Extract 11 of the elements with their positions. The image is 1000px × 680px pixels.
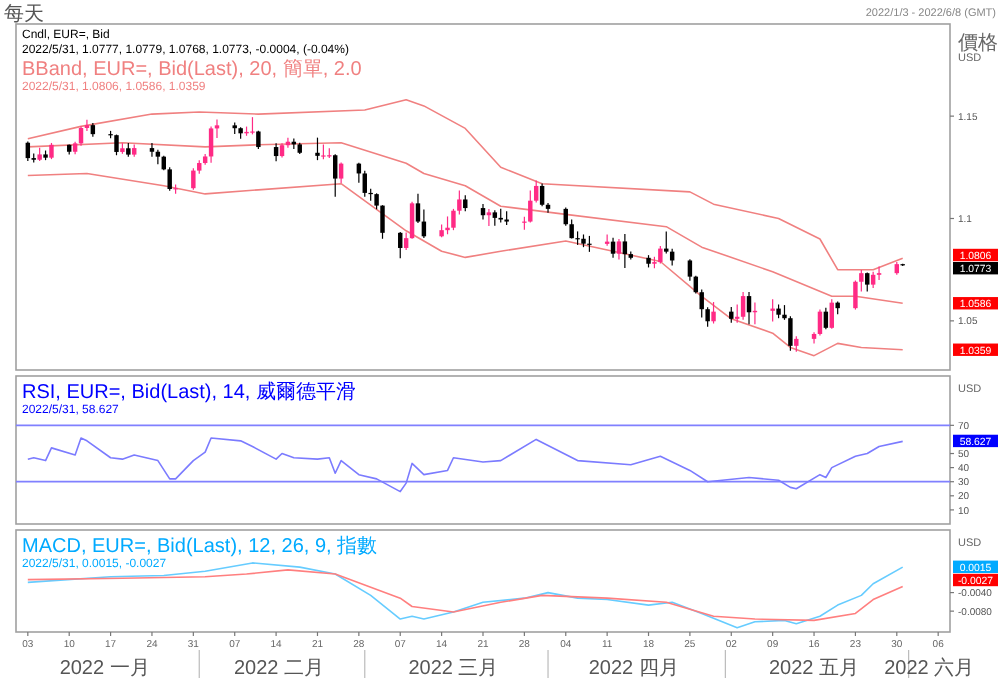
legend-label: BBand, EUR=, Bid(Last), 20, 簡單, 2.0 xyxy=(22,59,362,82)
title: MACD, EUR=, Bid(Last), 12, 26, 9, 指數 xyxy=(22,536,378,559)
annotation: 每天 xyxy=(4,4,44,26)
annotation: 2022 五月 xyxy=(769,658,860,680)
ylabel: 價格 xyxy=(958,33,998,55)
title: RSI, EUR=, Bid(Last), 14, 威爾德平滑 xyxy=(22,382,356,405)
annotation: 2022 四月 xyxy=(588,658,679,680)
annotation: 2022 六月 xyxy=(884,658,975,680)
annotation: 2022 三月 xyxy=(408,658,499,680)
annotation: 2022 一月 xyxy=(59,658,150,680)
annotation: 2022 二月 xyxy=(234,658,325,680)
